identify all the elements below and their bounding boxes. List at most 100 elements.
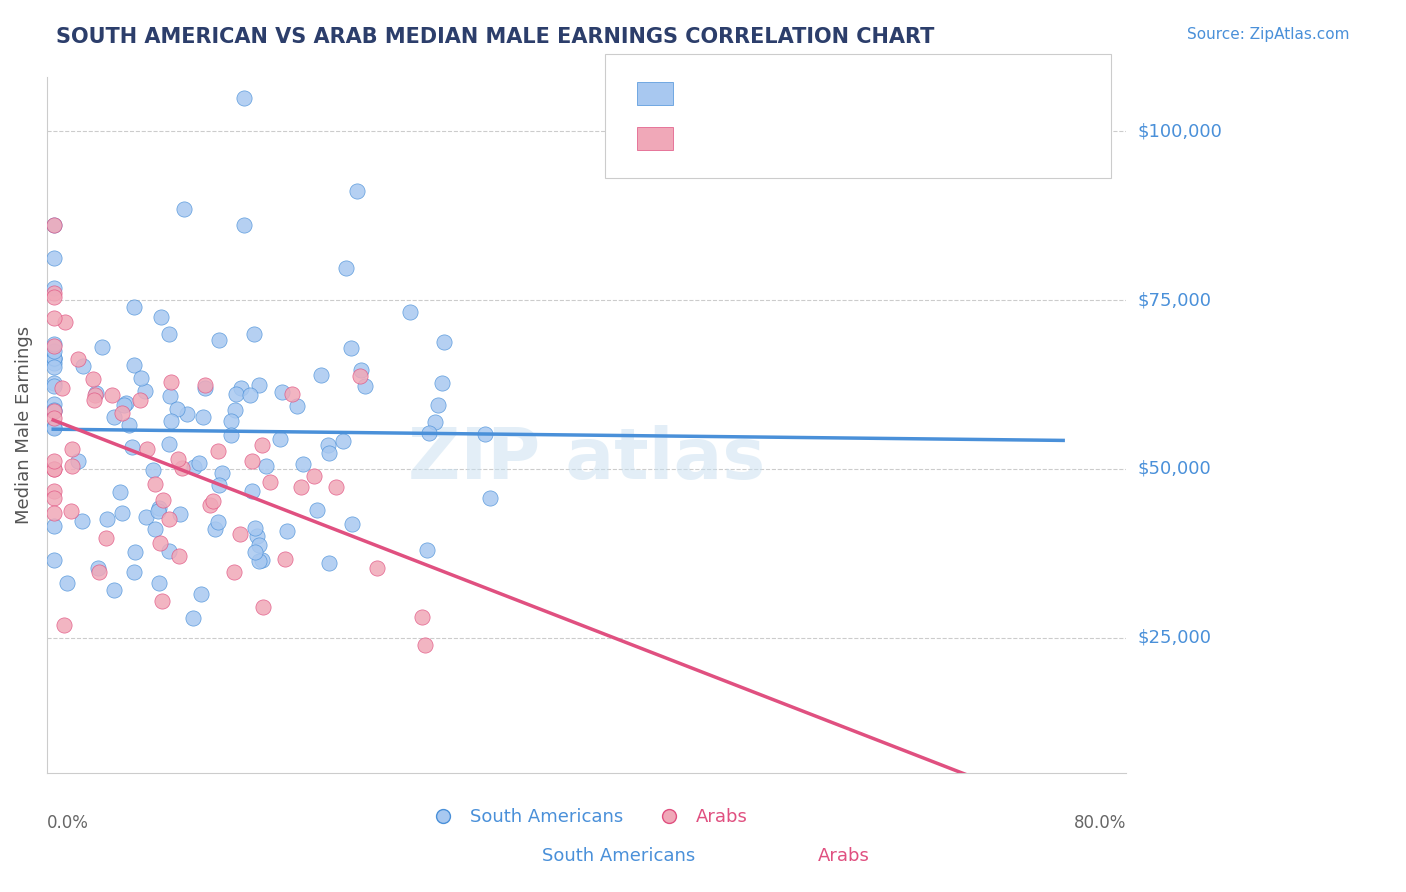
Point: [60, 459, 83, 474]
Point: [51, 381, 73, 395]
Point: [232, 218, 254, 232]
Point: [207, 477, 229, 491]
Text: $25,000: $25,000: [1137, 629, 1212, 647]
Point: [413, 639, 436, 653]
Point: [157, 326, 180, 341]
Point: [290, 480, 312, 494]
Point: [219, 414, 242, 428]
Point: [204, 522, 226, 536]
Point: [231, 381, 253, 395]
Text: R =: R =: [682, 129, 721, 147]
Point: [114, 398, 136, 412]
Point: [44, 356, 66, 370]
Point: [166, 401, 188, 416]
Point: [250, 438, 273, 452]
Point: [103, 583, 125, 598]
Point: [70, 514, 93, 528]
Point: [291, 457, 314, 471]
Point: [399, 305, 422, 319]
Legend: South Americans, Arabs: South Americans, Arabs: [418, 801, 755, 833]
Point: [169, 507, 191, 521]
Point: [44, 376, 66, 391]
Point: [247, 554, 270, 568]
Point: [200, 498, 222, 512]
Point: [194, 378, 217, 392]
Text: South Americans: South Americans: [543, 847, 695, 865]
Point: [194, 381, 217, 395]
Point: [44, 404, 66, 418]
Point: [157, 544, 180, 558]
Point: [225, 387, 247, 401]
Point: [44, 218, 66, 232]
Point: [259, 475, 281, 489]
Point: [173, 202, 195, 216]
Point: [250, 553, 273, 567]
Point: [101, 387, 124, 401]
Point: [44, 454, 66, 468]
Point: [83, 388, 105, 402]
Point: [124, 545, 146, 559]
Point: [183, 459, 205, 474]
Y-axis label: Median Male Earnings: Median Male Earnings: [15, 326, 32, 524]
Point: [66, 453, 89, 467]
Point: [240, 454, 263, 468]
Point: [316, 438, 339, 452]
Point: [44, 310, 66, 325]
Point: [44, 483, 66, 498]
Point: [426, 398, 449, 412]
Point: [474, 427, 496, 442]
Point: [246, 529, 269, 543]
Text: $50,000: $50,000: [1137, 460, 1211, 478]
Point: [243, 327, 266, 342]
Point: [318, 446, 340, 460]
Point: [134, 384, 156, 399]
Point: [157, 437, 180, 451]
Point: [44, 420, 66, 434]
Point: [157, 511, 180, 525]
Point: [72, 359, 94, 373]
Point: [346, 184, 368, 198]
Point: [353, 378, 375, 392]
Point: [122, 565, 145, 579]
Point: [350, 363, 373, 377]
Point: [159, 375, 181, 389]
Point: [44, 218, 66, 232]
Point: [135, 442, 157, 456]
Point: [44, 351, 66, 365]
Point: [249, 377, 271, 392]
Point: [224, 565, 246, 579]
Point: [305, 503, 328, 517]
Point: [169, 549, 191, 564]
Point: [191, 410, 214, 425]
Point: [44, 403, 66, 417]
Point: [149, 310, 172, 324]
Point: [44, 352, 66, 367]
Point: [219, 428, 242, 442]
Point: [342, 517, 364, 532]
Point: [433, 335, 456, 350]
Point: [91, 341, 114, 355]
Point: [229, 526, 252, 541]
Point: [87, 565, 110, 579]
Point: [224, 403, 246, 417]
Point: [149, 536, 172, 550]
Point: [118, 417, 141, 432]
Point: [122, 358, 145, 372]
Text: N =: N =: [797, 129, 837, 147]
Point: [340, 341, 363, 355]
Point: [84, 386, 107, 401]
Point: [430, 376, 453, 390]
Point: [276, 524, 298, 538]
Point: [416, 543, 439, 558]
Point: [243, 521, 266, 535]
Text: N =: N =: [797, 85, 837, 103]
Point: [53, 315, 76, 329]
Point: [44, 281, 66, 295]
Point: [240, 484, 263, 499]
Point: [332, 434, 354, 449]
Point: [309, 368, 332, 382]
Point: [44, 290, 66, 304]
Point: [207, 516, 229, 530]
Point: [152, 493, 174, 508]
Point: [44, 491, 66, 506]
